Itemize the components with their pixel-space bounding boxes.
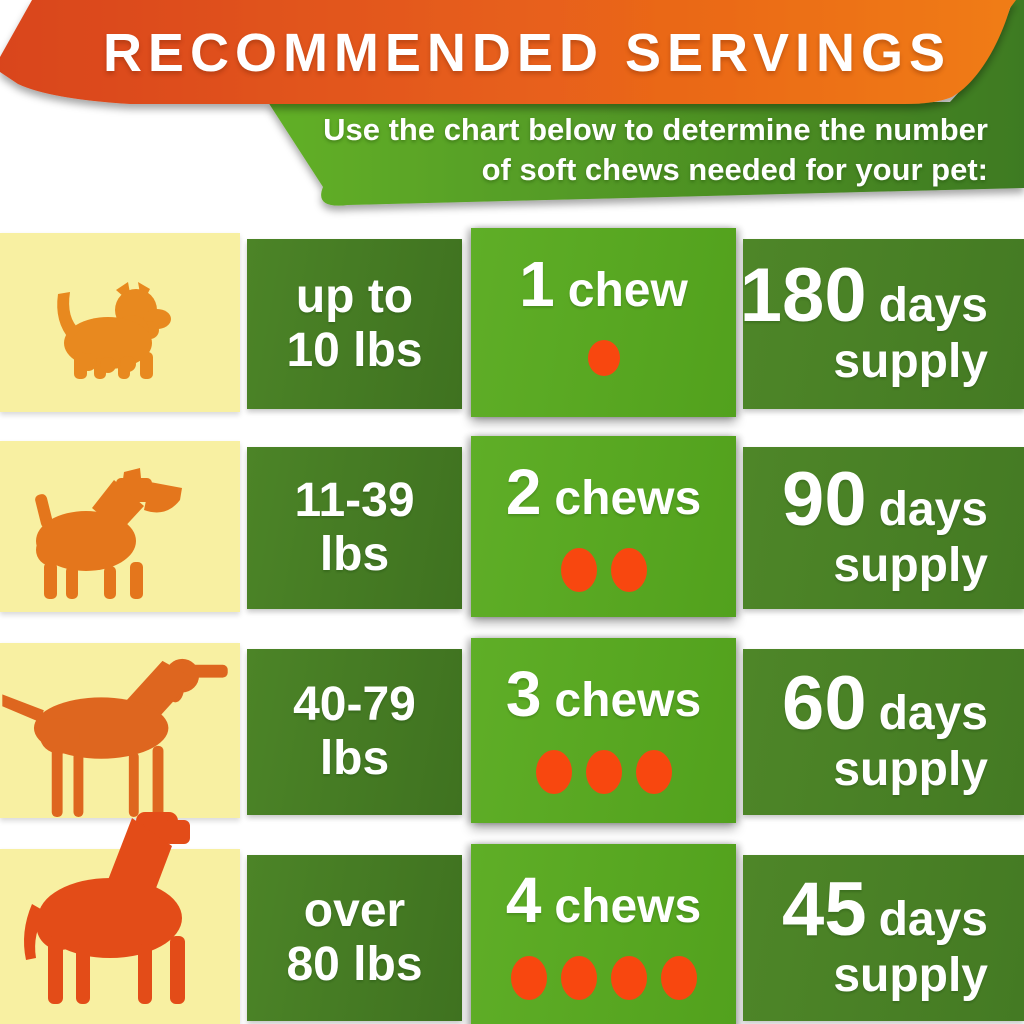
dog-size-cell bbox=[0, 812, 240, 1024]
supply-label: 180 days bbox=[740, 258, 988, 334]
table-row-large-dog: 40-79 lbs 3 chews 60 days supply bbox=[0, 638, 1024, 823]
chew-dots bbox=[587, 340, 620, 376]
chews-cell: 3 chews bbox=[471, 638, 736, 823]
chews-label: 3 chews bbox=[506, 662, 701, 726]
subtitle-line1: Use the chart below to determine the num… bbox=[323, 112, 988, 147]
dog-size-cell bbox=[0, 643, 240, 818]
subtitle-line2: of soft chews needed for your pet: bbox=[481, 151, 988, 187]
chews-label: 1 chew bbox=[519, 252, 688, 316]
header-banner bbox=[0, 0, 1024, 206]
weight-line2: lbs bbox=[319, 732, 390, 785]
chew-dot bbox=[585, 750, 622, 794]
chew-number: 3 bbox=[505, 658, 542, 730]
chew-dot bbox=[560, 548, 597, 592]
weight-cell: 11-39 lbs bbox=[247, 447, 462, 609]
table-row-small-dog: up to 10 lbs 1 chew 180 days supply bbox=[0, 228, 1024, 417]
chew-word: chews bbox=[554, 674, 702, 727]
supply-line2: supply bbox=[833, 539, 988, 593]
chews-cell: 4 chews bbox=[471, 844, 736, 1024]
chew-number: 4 bbox=[505, 864, 542, 936]
supply-label: 60 days bbox=[782, 666, 988, 742]
supply-word: days bbox=[878, 687, 988, 741]
dog-size-cell bbox=[0, 441, 240, 612]
great-dane-dog-icon bbox=[18, 808, 228, 1008]
chew-dot bbox=[660, 956, 697, 1000]
chew-word: chews bbox=[554, 472, 702, 525]
chews-cell: 1 chew bbox=[471, 228, 736, 417]
chew-dot bbox=[610, 548, 647, 592]
supply-cell: 180 days supply bbox=[740, 239, 1024, 409]
supply-word: days bbox=[878, 893, 988, 947]
chew-dot bbox=[535, 750, 572, 794]
weight-line1: 40-79 bbox=[293, 678, 416, 732]
pointer-dog-icon bbox=[2, 645, 230, 819]
orange-ribbon bbox=[0, 0, 1016, 104]
chew-dot bbox=[635, 750, 672, 794]
supply-cell: 45 days supply bbox=[743, 855, 1024, 1021]
supply-number: 60 bbox=[782, 661, 867, 747]
chews-label: 2 chews bbox=[506, 460, 701, 524]
weight-line2: 80 lbs bbox=[286, 938, 423, 991]
table-row-medium-dog: 11-39 lbs 2 chews 90 days supply bbox=[0, 436, 1024, 617]
weight-cell: over 80 lbs bbox=[247, 855, 462, 1021]
supply-word: days bbox=[878, 483, 988, 537]
weight-line2: 10 lbs bbox=[286, 324, 423, 377]
supply-cell: 90 days supply bbox=[743, 447, 1024, 609]
chew-word: chews bbox=[554, 880, 702, 933]
supply-line2: supply bbox=[833, 949, 988, 1003]
dog-size-cell bbox=[0, 233, 240, 412]
chews-cell: 2 chews bbox=[471, 436, 736, 617]
chew-dots bbox=[535, 750, 672, 794]
chew-dots bbox=[560, 548, 647, 592]
supply-line2: supply bbox=[833, 743, 988, 797]
supply-cell: 60 days supply bbox=[743, 649, 1024, 815]
subtitle: Use the chart below to determine the num… bbox=[268, 110, 988, 189]
medium-terrier-dog-icon bbox=[16, 466, 186, 600]
chew-number: 1 bbox=[519, 248, 555, 320]
supply-number: 45 bbox=[782, 867, 867, 953]
table-row-giant-dog: over 80 lbs 4 chews 45 days supply bbox=[0, 812, 1024, 1024]
chew-dot bbox=[587, 340, 620, 376]
weight-cell: up to 10 lbs bbox=[247, 239, 462, 409]
chew-word: chew bbox=[567, 264, 688, 317]
supply-number: 180 bbox=[739, 253, 867, 339]
supply-line2: supply bbox=[833, 335, 988, 389]
chew-dot bbox=[560, 956, 597, 1000]
chew-dot bbox=[510, 956, 547, 1000]
weight-line2: lbs bbox=[319, 528, 390, 581]
supply-label: 45 days bbox=[782, 872, 988, 948]
weight-line1: up to bbox=[295, 270, 414, 324]
weight-cell: 40-79 lbs bbox=[247, 649, 462, 815]
small-terrier-dog-icon bbox=[50, 280, 180, 380]
weight-line1: 11-39 bbox=[294, 474, 415, 528]
chews-label: 4 chews bbox=[506, 868, 701, 932]
supply-word: days bbox=[878, 279, 988, 333]
chew-dots bbox=[510, 956, 697, 1000]
supply-number: 90 bbox=[782, 457, 867, 543]
weight-line1: over bbox=[303, 884, 406, 938]
page-title: RECOMMENDED SERVINGS bbox=[102, 23, 952, 83]
supply-label: 90 days bbox=[782, 462, 988, 538]
chew-dot bbox=[610, 956, 647, 1000]
chew-number: 2 bbox=[505, 456, 542, 528]
